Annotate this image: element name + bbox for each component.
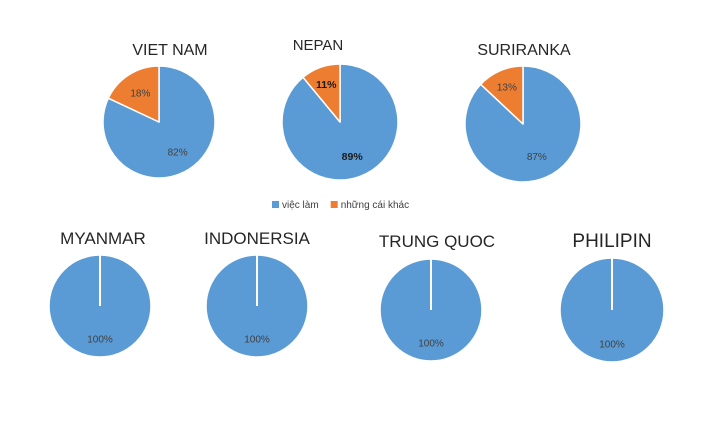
chart-title-indonersia: INDONERSIA <box>204 229 310 248</box>
pie-slice-suriranka-nh-ng-c-i-kh-c <box>479 65 524 125</box>
pie-label-nepan-vi-c-l-m: 89% <box>342 151 364 163</box>
pie-slice-nepan-nh-ng-c-i-kh-c <box>302 63 341 123</box>
pie-label-trung-quoc-vi-c-l-m: 100% <box>418 339 444 350</box>
legend-swatch-viec-lam <box>272 201 279 208</box>
pie-label-philipin-vi-c-l-m: 100% <box>599 339 625 350</box>
legend-label-viec-lam: việc làm <box>282 200 319 211</box>
pie-label-nepan-nh-ng-c-i-kh-c: 11% <box>316 79 337 91</box>
chart-title-trung-quoc: TRUNG QUOC <box>379 232 495 251</box>
chart-title-myanmar: MYANMAR <box>60 229 146 248</box>
pie-label-viet-nam-nh-ng-c-i-kh-c: 18% <box>130 89 150 100</box>
pie-label-myanmar-vi-c-l-m: 100% <box>87 335 113 346</box>
chart-title-suriranka: SURIRANKA <box>477 42 571 59</box>
pie-label-viet-nam-vi-c-l-m: 82% <box>168 147 188 158</box>
legend-label-nhung-cai-khac: những cái khác <box>341 200 409 211</box>
chart-title-nepan: NEPAN <box>293 37 344 54</box>
pie-slice-viet-nam-vi-c-l-m <box>102 65 216 179</box>
pie-label-suriranka-nh-ng-c-i-kh-c: 13% <box>497 83 517 94</box>
chart-title-philipin: PHILIPIN <box>572 231 651 252</box>
legend-swatch-nhung-cai-khac <box>330 201 338 208</box>
pie-slice-viet-nam-nh-ng-c-i-kh-c <box>107 65 160 123</box>
pie-label-indonersia-vi-c-l-m: 100% <box>244 335 270 346</box>
chart-title-viet-nam: VIET NAM <box>132 42 207 59</box>
pie-label-suriranka-vi-c-l-m: 87% <box>527 152 547 163</box>
